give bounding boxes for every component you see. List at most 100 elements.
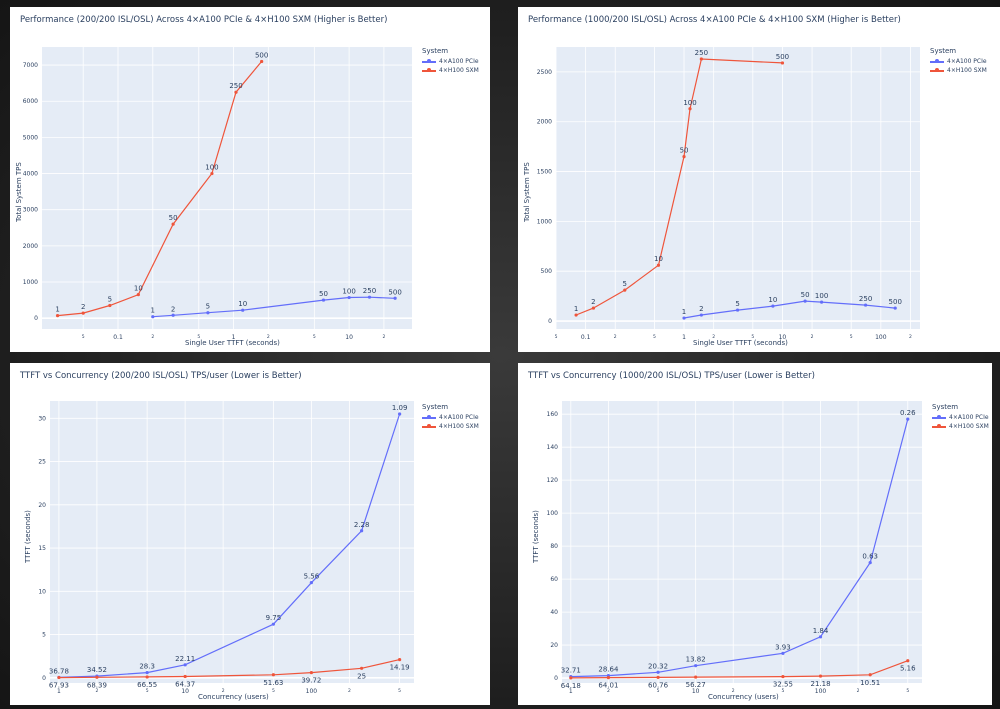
data-label: 5 [623, 280, 627, 288]
data-point [893, 306, 897, 310]
data-point [688, 107, 692, 111]
series-line-h100 [58, 659, 400, 679]
y-tick-label: 25 [38, 459, 46, 466]
legend-swatch [930, 59, 944, 63]
data-point [682, 316, 686, 320]
y-tick-label: 6000 [23, 98, 38, 105]
data-label: 500 [776, 53, 789, 61]
data-label: 250 [695, 49, 708, 57]
legend[interactable]: System 4×A100 PCIe 4×H100 SXM [932, 403, 989, 432]
data-label: 1 [574, 305, 578, 313]
legend[interactable]: System 4×A100 PCIe 4×H100 SXM [422, 47, 479, 76]
x-axis-label: Concurrency (users) [198, 693, 269, 701]
series-line-a100 [152, 296, 396, 318]
y-tick-label: 5 [42, 632, 46, 639]
data-point [623, 288, 627, 292]
x-tick-label: 5 [313, 334, 316, 340]
data-label: 100 [683, 99, 696, 107]
x-tick-label: 2 [222, 688, 225, 694]
plot-area [42, 47, 412, 329]
data-point [183, 663, 187, 667]
data-label: 250 [859, 295, 872, 303]
x-tick-label: 1 [682, 334, 686, 341]
data-label: 66.55 [137, 681, 157, 689]
data-point [145, 675, 149, 679]
legend-swatch [422, 68, 436, 72]
data-point [868, 561, 872, 565]
y-axis-label: Total System TPS [523, 162, 531, 222]
x-tick-label: 0.1 [581, 334, 591, 341]
data-point [574, 313, 578, 317]
data-point [694, 675, 698, 679]
legend-label: 4×H100 SXM [949, 423, 989, 430]
data-point [699, 57, 703, 61]
data-label: 250 [229, 82, 242, 90]
y-tick-label: 120 [547, 477, 559, 484]
y-tick-label: 2500 [537, 69, 552, 76]
x-tick-label: 5 [197, 334, 200, 340]
legend-item-h100[interactable]: 4×H100 SXM [422, 423, 479, 430]
chart-svg[interactable]: 0 20 40 60 80 100 120 140 160 1 2 5 10 2 5 100 2 5 32.71 28… [518, 363, 992, 705]
chart-title: Performance (1000/200 ISL/OSL) Across 4×… [528, 15, 901, 25]
x-tick-label: 5 [82, 334, 85, 340]
chart-title: TTFT vs Concurrency (200/200 ISL/OSL) TP… [20, 371, 302, 381]
x-tick-label: 2 [607, 688, 610, 694]
legend[interactable]: System 4×A100 PCIe 4×H100 SXM [930, 47, 987, 76]
data-label: 10 [238, 300, 247, 308]
legend-item-a100[interactable]: 4×A100 PCIe [422, 414, 479, 421]
data-label: 1.09 [392, 404, 408, 412]
legend-label: 4×H100 SXM [947, 67, 987, 74]
x-tick-label: 2 [857, 688, 860, 694]
series-line-h100 [570, 660, 909, 679]
x-tick-label: 5 [555, 334, 558, 340]
legend-item-a100[interactable]: 4×A100 PCIe [932, 414, 989, 421]
x-tick-label: 5 [751, 334, 754, 340]
legend[interactable]: System 4×A100 PCIe 4×H100 SXM [422, 403, 479, 432]
data-label: 50 [319, 290, 328, 298]
data-point [309, 581, 313, 585]
data-point [699, 313, 703, 317]
plot-area [562, 401, 922, 683]
plot-area [556, 47, 920, 329]
x-tick-label: 5 [398, 688, 401, 694]
data-label: 50 [801, 291, 810, 299]
chart-svg[interactable]: 0 1000 2000 3000 4000 5000 6000 7000 5 0.1 2 5 1 2 5 10… [10, 7, 490, 352]
data-point [771, 304, 775, 308]
data-label: 5 [735, 300, 739, 308]
data-point [271, 622, 275, 626]
data-label: 64.18 [561, 682, 581, 690]
series-line-a100 [683, 300, 896, 319]
legend-item-a100[interactable]: 4×A100 PCIe [422, 58, 479, 65]
legend-item-h100[interactable]: 4×H100 SXM [422, 67, 479, 74]
legend-title: System [932, 403, 959, 411]
data-label: 20.32 [648, 662, 668, 670]
y-tick-label: 2000 [537, 119, 552, 126]
data-point [57, 675, 61, 680]
x-tick-label: 5 [653, 334, 656, 340]
data-label: 2 [171, 305, 175, 313]
x-tick-label: 5 [781, 688, 784, 694]
data-label: 21.18 [810, 680, 830, 688]
data-point [818, 674, 823, 678]
data-point [398, 412, 402, 416]
legend-item-h100[interactable]: 4×H100 SXM [932, 423, 989, 430]
data-point [694, 664, 698, 668]
data-point [136, 293, 140, 297]
y-tick-label: 10 [38, 588, 46, 595]
x-tick-label: 10 [692, 688, 700, 695]
data-label: 10 [134, 285, 143, 293]
data-label: 14.19 [390, 664, 410, 672]
data-point [682, 155, 686, 159]
data-point [171, 313, 175, 317]
series-line-h100 [57, 61, 263, 317]
data-label: 50 [680, 147, 689, 155]
x-tick-label: 2 [909, 334, 912, 340]
legend-item-a100[interactable]: 4×A100 PCIe [930, 58, 987, 65]
data-label: 1 [682, 308, 686, 316]
x-tick-label: 1 [232, 334, 236, 341]
y-axis-label: Total System TPS [15, 162, 23, 222]
legend-item-h100[interactable]: 4×H100 SXM [930, 67, 987, 74]
y-tick-label: 0 [34, 315, 38, 322]
